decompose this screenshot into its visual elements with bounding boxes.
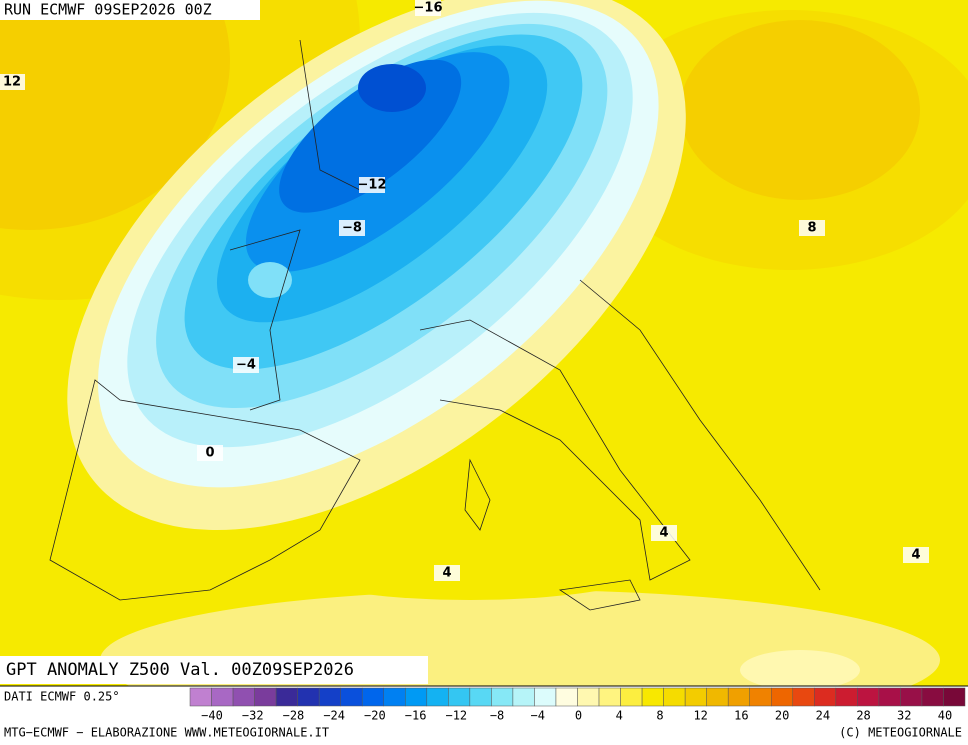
colorbar-swatch [900,687,923,707]
colorbar-tick: −24 [323,709,345,723]
coastlines [49,39,821,611]
contour-label: −12 [358,178,387,193]
colorbar-swatch [663,687,686,707]
colorbar-tick: −12 [445,709,467,723]
colorbar-tick: −32 [242,709,264,723]
colorbar-tick: −20 [364,709,386,723]
contour-label-bg [415,0,441,16]
colorbar-swatch [577,687,600,707]
colorbar-tick: 8 [656,709,663,723]
colorbar-swatch [361,687,385,707]
colorbar-swatch [921,687,944,707]
contour-label-bg [651,525,677,541]
colorbar-swatch [491,687,514,707]
colorbar-swatch [792,687,815,707]
colorbar-swatch [318,687,341,707]
contour-label: 4 [659,526,668,541]
colorbar-tick: 4 [616,709,623,723]
colorbar-tick: −4 [531,709,545,723]
colorbar-swatch [254,687,277,707]
colorbar-tick: 12 [693,709,707,723]
credit-right: (C) METEOGIORNALE [839,726,962,740]
colorbar-tick: 20 [775,709,789,723]
colorbar-swatch [232,687,255,707]
colorbar-swatch [383,687,406,707]
colorbar-swatch [297,687,320,707]
colorbar-swatch [857,687,880,707]
contour-label: −16 [414,1,443,16]
contour-label: 4 [911,548,920,563]
colorbar-swatch [448,687,471,707]
colorbar-swatch [814,687,837,707]
contour-label-bg [0,74,25,90]
colorbar-swatch [469,687,492,707]
colorbar-swatch [835,687,858,707]
title-box [0,656,428,684]
colorbar-swatch [275,687,298,707]
credit-left: MTG−ECMWF − ELABORAZIONE WWW.METEOGIORNA… [4,726,329,740]
contour-label: −4 [236,358,256,373]
contour-label: 4 [442,566,451,581]
contour-label: 0 [205,446,214,461]
colorbar-tick: −16 [405,709,427,723]
colorbar-swatch [727,687,750,707]
colorbar-tick: 0 [575,709,582,723]
colorbar-swatch [943,687,966,707]
colorbar-tick: 40 [938,709,952,723]
contour-label: 12 [3,75,21,90]
colorbar-tick: −28 [283,709,305,723]
colorbar-tick: −8 [490,709,504,723]
colorbar-tick: 28 [856,709,870,723]
colorbar-swatch [620,687,643,707]
colorbar-swatch [426,687,449,707]
colorbar-swatch [512,687,535,707]
contour-label-bg [434,565,460,581]
colorbar-swatch [405,687,428,707]
contour-label-bg [799,220,825,236]
colorbar-swatch [684,687,707,707]
contour-label-bg [339,220,365,236]
colorbar-swatch [555,687,578,707]
contour-label-bg [359,177,385,193]
contour-label-bg [197,445,223,461]
header-box [0,0,260,20]
contour-label: 8 [807,221,816,236]
colorbar-swatch [211,687,234,707]
colorbar-tick: −40 [201,709,223,723]
colorbar-swatch [534,687,557,707]
colorbar-swatch [749,687,772,707]
anomaly-field [0,0,968,686]
colorbar-swatch [641,687,664,707]
contour-label-bg [233,357,259,373]
colorbar-swatch [771,687,794,707]
contour-label-bg [903,547,929,563]
contour-label: −8 [342,221,362,236]
colorbar-tick: 32 [897,709,911,723]
colorbar-swatch [340,687,363,707]
colorbar-swatch [598,687,621,707]
colorbar-swatch [878,687,901,707]
colorbar-swatch [189,687,212,707]
colorbar-tick: 16 [734,709,748,723]
map-title: GPT ANOMALY Z500 Val. 00Z09SEP2026 [6,660,354,680]
colorbar-tick: 24 [816,709,830,723]
source-label: DATI ECMWF 0.25° [4,690,120,704]
run-label: RUN ECMWF 09SEP2026 00Z [4,1,212,19]
colorbar-swatch [706,687,729,707]
